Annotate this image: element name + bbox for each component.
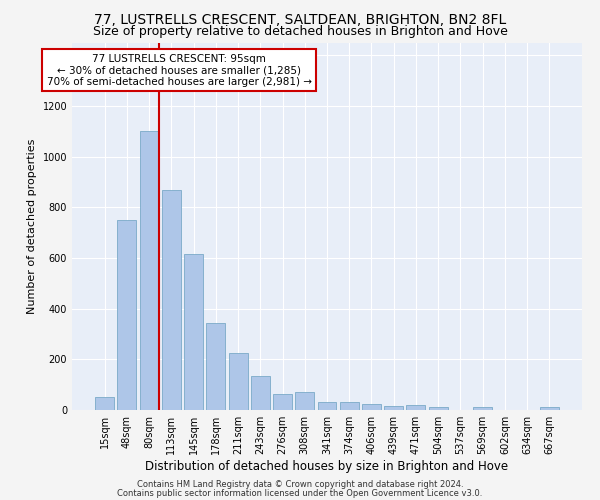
Bar <box>162 190 181 410</box>
Bar <box>429 408 448 410</box>
Bar <box>206 322 225 410</box>
Bar <box>406 406 425 410</box>
Bar <box>540 407 559 410</box>
Bar <box>340 402 359 410</box>
Text: Size of property relative to detached houses in Brighton and Hove: Size of property relative to detached ho… <box>92 25 508 38</box>
Bar <box>118 220 136 410</box>
Bar <box>251 376 270 410</box>
Bar <box>95 398 114 410</box>
Text: 77 LUSTRELLS CRESCENT: 95sqm
← 30% of detached houses are smaller (1,285)
70% of: 77 LUSTRELLS CRESCENT: 95sqm ← 30% of de… <box>47 54 311 86</box>
Bar <box>362 404 381 410</box>
X-axis label: Distribution of detached houses by size in Brighton and Hove: Distribution of detached houses by size … <box>145 460 509 473</box>
Bar <box>473 407 492 410</box>
Bar <box>184 254 203 410</box>
Text: Contains public sector information licensed under the Open Government Licence v3: Contains public sector information licen… <box>118 488 482 498</box>
Bar <box>273 394 292 410</box>
Bar <box>229 353 248 410</box>
Bar <box>140 131 158 410</box>
Bar <box>317 402 337 410</box>
Bar <box>384 406 403 410</box>
Text: Contains HM Land Registry data © Crown copyright and database right 2024.: Contains HM Land Registry data © Crown c… <box>137 480 463 489</box>
Text: 77, LUSTRELLS CRESCENT, SALTDEAN, BRIGHTON, BN2 8FL: 77, LUSTRELLS CRESCENT, SALTDEAN, BRIGHT… <box>94 12 506 26</box>
Y-axis label: Number of detached properties: Number of detached properties <box>27 138 37 314</box>
Bar <box>295 392 314 410</box>
